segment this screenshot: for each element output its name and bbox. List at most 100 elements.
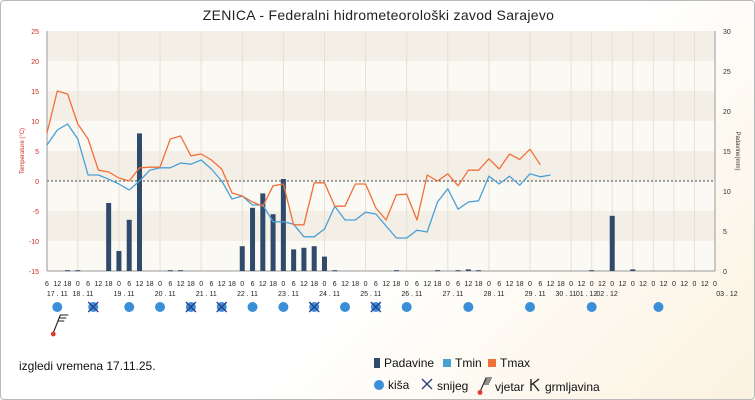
rain-icon — [278, 302, 289, 312]
precip-bar — [75, 270, 81, 272]
x-hour-label: 0 — [692, 281, 696, 288]
x-hour-label: 12 — [136, 281, 144, 288]
rain-icon — [52, 302, 63, 312]
x-hour-label: 12 — [506, 281, 514, 288]
legend-kisa-label: kiša — [388, 378, 410, 392]
x-hour-label: 18 — [228, 281, 236, 288]
plot-band — [47, 181, 715, 211]
x-day-label: 30 . 11 — [556, 291, 577, 298]
legend-snijeg: snijeg — [421, 378, 468, 393]
plot-band — [47, 31, 715, 61]
x-hour-label: 18 — [146, 281, 154, 288]
forecast-date: izgledi vremena 17.11.25. — [19, 359, 156, 373]
rain-icon — [340, 302, 351, 312]
x-hour-label: 0 — [610, 281, 614, 288]
legend-grmljavina: grmljavina — [529, 378, 600, 395]
precip-bar — [291, 249, 297, 271]
plot-band — [47, 91, 715, 121]
snow-icon — [185, 301, 197, 313]
x-day-label: 17 . 11 — [47, 291, 68, 298]
y-tick-left: -5 — [33, 209, 39, 216]
x-hour-label: 0 — [76, 281, 80, 288]
x-hour-label: 0 — [590, 281, 594, 288]
tmin-swatch — [443, 359, 451, 367]
x-hour-label: 18 — [64, 281, 72, 288]
precip-bar — [476, 270, 482, 272]
x-hour-label: 12 — [341, 281, 349, 288]
x-hour-label: 6 — [45, 281, 49, 288]
precip-bar — [136, 133, 142, 271]
x-hour-label: 6 — [292, 281, 296, 288]
x-day-label: 26 . 11 — [401, 291, 422, 298]
x-hour-label: 18 — [351, 281, 359, 288]
x-hour-label: 0 — [158, 281, 162, 288]
plot-band — [47, 121, 715, 151]
tmax-series-line — [46, 90, 541, 226]
legend-vjetar-label: vjetar — [495, 379, 525, 394]
rain-icon — [155, 302, 166, 312]
y-tick-right: 10 — [723, 189, 731, 196]
x-hour-label: 18 — [269, 281, 277, 288]
precip-bar — [465, 269, 471, 271]
y-tick-left: -10 — [29, 239, 39, 246]
rain-icon — [124, 302, 135, 312]
precip-bar — [250, 207, 256, 271]
precip-bar — [270, 214, 276, 271]
snow-icon — [421, 378, 433, 393]
x-day-label: 28 . 11 — [484, 291, 505, 298]
snow-icon — [216, 301, 228, 313]
x-hour-label: 6 — [168, 281, 172, 288]
x-hour-label: 12 — [578, 281, 586, 288]
y-tick-left: 15 — [31, 89, 39, 96]
rain-icon — [401, 302, 412, 312]
rain-icon — [525, 302, 536, 312]
tmax-swatch — [488, 359, 496, 367]
x-day-label: 23 . 11 — [278, 291, 299, 298]
x-day-label: 27 . 11 — [442, 291, 463, 298]
x-hour-label: 12 — [680, 281, 688, 288]
x-hour-label: 12 — [300, 281, 308, 288]
precip-bar — [178, 270, 184, 272]
x-hour-label: 12 — [598, 281, 606, 288]
y-tick-left: 5 — [35, 149, 39, 156]
precip-bar — [455, 270, 461, 272]
y-tick-left: 20 — [31, 59, 39, 66]
precip-bar — [126, 219, 132, 271]
rain-icon — [653, 302, 664, 312]
precip-bar — [589, 270, 595, 272]
legend-tmin-label: Tmin — [455, 356, 482, 370]
y-tick-right: 25 — [723, 69, 731, 76]
y-tick-right: 5 — [723, 229, 727, 236]
chart-title: ZENICA - Federalni hidrometeorološki zav… — [202, 7, 555, 23]
legend-tmax-label: Tmax — [500, 356, 530, 370]
x-hour-label: 18 — [105, 281, 113, 288]
y-tick-right: 0 — [723, 269, 727, 276]
precip-bar — [65, 270, 71, 272]
x-hour-label: 18 — [434, 281, 442, 288]
legend-padavine: Padavine — [374, 356, 434, 370]
precip-bar — [435, 270, 441, 272]
x-day-label: 19 . 11 — [114, 291, 135, 298]
x-day-label: 21 . 11 — [196, 291, 217, 298]
x-hour-label: 12 — [177, 281, 185, 288]
x-hour-label: 0 — [117, 281, 121, 288]
x-hour-label: 18 — [187, 281, 195, 288]
y-tick-left: -15 — [29, 269, 39, 276]
x-hour-label: 0 — [446, 281, 450, 288]
legend-padavine-label: Padavine — [384, 356, 435, 370]
x-hour-label: 0 — [651, 281, 655, 288]
x-hour-label: 0 — [240, 281, 244, 288]
legend-grmljavina-label: grmljavina — [545, 379, 600, 394]
snow-icon — [308, 301, 320, 313]
x-day-label: 01 . 12 — [576, 291, 598, 298]
x-hour-label: 6 — [374, 281, 378, 288]
x-hour-label: 12 — [639, 281, 647, 288]
x-hour-label: 0 — [487, 281, 491, 288]
x-hour-label: 12 — [660, 281, 668, 288]
legend-tmax: Tmax — [488, 356, 530, 370]
precip-bar — [311, 246, 317, 271]
wind-icon — [50, 314, 69, 337]
y-tick-left: 10 — [31, 119, 39, 126]
x-hour-label: 6 — [415, 281, 419, 288]
